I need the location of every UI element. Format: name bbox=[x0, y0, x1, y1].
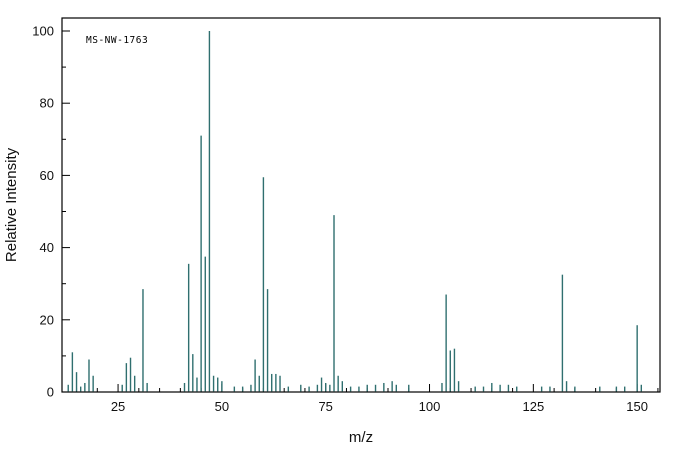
plot-box bbox=[61, 17, 661, 393]
x-tick-label: 50 bbox=[215, 399, 229, 414]
y-tick-label: 60 bbox=[40, 168, 54, 183]
y-axis-title: Relative Intensity bbox=[3, 147, 20, 262]
x-tick-label: 125 bbox=[522, 399, 544, 414]
spectrum-id-annotation: MS-NW-1763 bbox=[86, 35, 148, 46]
y-tick-label: 0 bbox=[47, 385, 54, 400]
y-tick-label: 80 bbox=[40, 96, 54, 111]
x-tick-label: 150 bbox=[626, 399, 648, 414]
x-axis-title: m/z bbox=[349, 429, 373, 446]
y-tick-label: 20 bbox=[40, 312, 54, 327]
x-tick-label: 100 bbox=[419, 399, 441, 414]
y-tick-label: 40 bbox=[40, 240, 54, 255]
x-tick-label: 25 bbox=[111, 399, 125, 414]
x-tick-label: 75 bbox=[318, 399, 332, 414]
chart-layer: 25 50 75 100 125 150 0 20 40 60 80 100 bbox=[32, 17, 661, 414]
y-tick-label: 100 bbox=[32, 23, 54, 38]
